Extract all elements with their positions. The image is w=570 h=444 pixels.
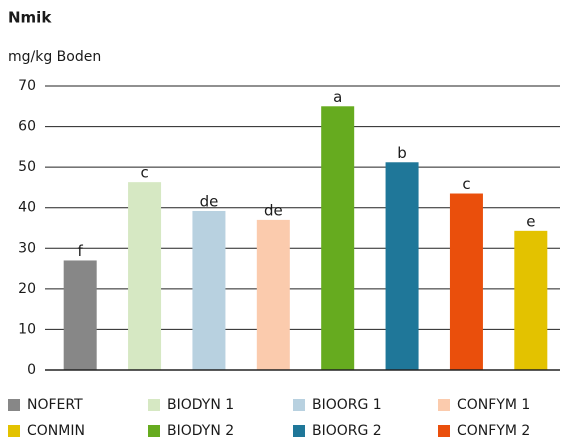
- legend-label: BIOORG 1: [312, 397, 382, 413]
- y-tick-label: 10: [18, 321, 36, 337]
- y-tick-label: 70: [18, 78, 36, 94]
- y-tick-label: 60: [18, 119, 36, 135]
- bar-annotation: b: [397, 144, 407, 162]
- y-tick-label: 50: [18, 159, 36, 175]
- legend-swatch: [148, 425, 160, 437]
- bar-annotation: a: [333, 88, 342, 106]
- legend-swatch: [148, 399, 160, 411]
- y-tick-label: 40: [18, 200, 36, 216]
- y-tick-label: 30: [18, 240, 36, 256]
- legend-swatch: [438, 399, 450, 411]
- chart-title: Nmik: [8, 9, 52, 27]
- y-axis-label: mg/kg Boden: [8, 49, 101, 65]
- bar: [63, 260, 97, 370]
- bar: [128, 182, 162, 370]
- legend-label: NOFERT: [27, 397, 83, 413]
- bar-annotation: c: [462, 175, 470, 193]
- legend-swatch: [8, 399, 20, 411]
- bar-annotation: de: [200, 192, 219, 210]
- bar: [192, 210, 226, 370]
- legend-swatch: [293, 399, 305, 411]
- bar-annotation: de: [264, 201, 283, 219]
- legend-swatch: [293, 425, 305, 437]
- legend-label: CONFYM 2: [457, 423, 530, 439]
- legend-label: BIOORG 2: [312, 423, 382, 439]
- bar-annotation: f: [78, 242, 84, 260]
- legend-swatch: [8, 425, 20, 437]
- bar: [256, 219, 290, 370]
- bar: [449, 193, 483, 370]
- legend-swatch: [438, 425, 450, 437]
- bar: [514, 230, 548, 370]
- bar: [321, 106, 355, 371]
- y-tick-label: 0: [27, 362, 36, 378]
- bar: [385, 162, 419, 370]
- bar-annotation: e: [526, 212, 535, 230]
- legend-label: BIODYN 2: [167, 423, 234, 439]
- y-tick-label: 20: [18, 281, 36, 297]
- legend-label: CONFYM 1: [457, 397, 530, 413]
- bar-annotation: c: [140, 164, 148, 182]
- legend-label: BIODYN 1: [167, 397, 234, 413]
- legend-label: CONMIN: [27, 423, 85, 439]
